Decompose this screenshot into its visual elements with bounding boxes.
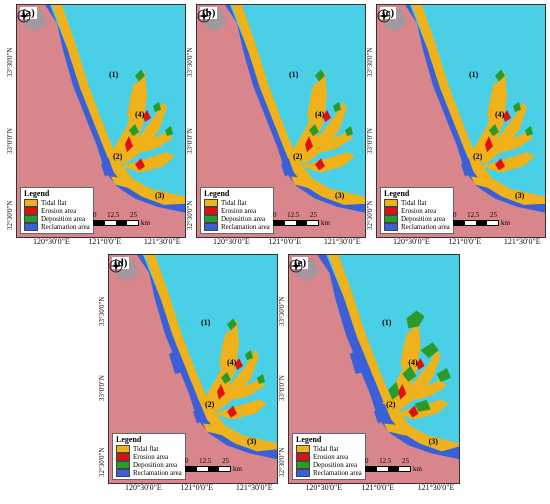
map-legend: Legend Tidal flat Erosion area Depositio… (380, 187, 454, 234)
y-tick-label: 33°0'0"N (186, 127, 194, 154)
y-tick-label: 32°30'0"N (6, 200, 14, 231)
map-legend: Legend Tidal flat Erosion area Depositio… (292, 433, 366, 480)
subarea-label-3: (3) (335, 190, 345, 200)
legend-item-erosion: Erosion area (384, 207, 450, 215)
legend-item-deposition: Deposition area (204, 215, 270, 223)
subarea-label-3: (3) (247, 437, 257, 447)
x-tick-label: 121°0'0"E (180, 483, 214, 492)
legend-item-tidal-flat: Tidal flat (384, 199, 450, 207)
map-frame: (b) (1) (2) (3) (4) Legend Tidal flat Er… (196, 4, 366, 238)
legend-item-tidal-flat: Tidal flat (24, 199, 90, 207)
map-legend: Legend Tidal flat Erosion area Depositio… (200, 187, 274, 234)
y-tick-label: 33°30'0"N (98, 296, 106, 327)
x-tick-label: 121°30'0"E (323, 237, 361, 246)
legend-item-deposition: Deposition area (384, 215, 450, 223)
x-tick-label: 121°30'0"E (503, 237, 541, 246)
legend-item-deposition: Deposition area (296, 461, 362, 469)
map-frame: (e) (1) (2) (3) (4) Legend Tidal flat Er… (288, 254, 460, 484)
x-tick-label: 121°0'0"E (448, 237, 482, 246)
x-tick-label: 120°30'0"E (32, 237, 70, 246)
subarea-label-4: (4) (315, 109, 325, 119)
subarea-label-1: (1) (109, 69, 119, 79)
subarea-label-4: (4) (495, 109, 505, 119)
x-tick-label: 121°30'0"E (417, 483, 455, 492)
y-tick-label: 32°30'0"N (98, 447, 106, 477)
subarea-label-4: (4) (408, 358, 418, 368)
x-tick-label: 120°30'0"E (392, 237, 430, 246)
scale-bar: 0 12.5 25 km (93, 211, 150, 227)
x-tick-label: 120°30'0"E (305, 483, 343, 492)
x-tick-label: 121°30'0"E (143, 237, 181, 246)
map-frame: (a) (1) (2) (3) (4) Legend Tidal flat Er… (16, 4, 186, 238)
subarea-label-3: (3) (155, 190, 165, 200)
legend-title: Legend (24, 189, 50, 198)
x-tick-label: 121°30'0"E (235, 483, 273, 492)
map-frame: (d) (1) (2) (3) (4) Legend Tidal flat Er… (108, 254, 278, 484)
x-tick-label: 121°0'0"E (88, 237, 122, 246)
x-tick-label: 120°30'0"E (124, 483, 162, 492)
legend-item-reclamation: Reclamation area (116, 469, 182, 477)
y-tick-label: 33°30'0"N (186, 47, 194, 78)
scale-bar: 0 12.5 25 km (185, 457, 242, 473)
legend-item-erosion: Erosion area (24, 207, 90, 215)
scale-bar: 0 12.5 25 km (365, 457, 422, 473)
subarea-label-2: (2) (205, 399, 215, 409)
x-tick-label: 121°0'0"E (268, 237, 302, 246)
subarea-label-4: (4) (135, 109, 145, 119)
subarea-label-1: (1) (201, 318, 211, 328)
legend-item-tidal-flat: Tidal flat (296, 445, 362, 453)
subarea-label-1: (1) (382, 318, 392, 328)
map-frame: (c) (1) (2) (3) (4) Legend Tidal flat Er… (376, 4, 546, 238)
y-tick-label: 32°30'0"N (278, 447, 286, 477)
legend-title: Legend (384, 189, 410, 198)
legend-item-erosion: Erosion area (296, 453, 362, 461)
legend-item-deposition: Deposition area (116, 461, 182, 469)
y-tick-label: 33°30'0"N (366, 47, 374, 78)
north-arrow-compass-icon (17, 9, 31, 23)
legend-item-tidal-flat: Tidal flat (116, 445, 182, 453)
y-tick-label: 32°30'0"N (186, 200, 194, 231)
north-arrow-compass-icon (109, 259, 123, 273)
subarea-label-1: (1) (469, 69, 479, 79)
map-image (377, 5, 545, 237)
x-tick-label: 120°30'0"E (212, 237, 250, 246)
north-arrow-compass-icon (197, 9, 211, 23)
y-tick-label: 33°0'0"N (98, 375, 106, 402)
legend-item-deposition: Deposition area (24, 215, 90, 223)
subarea-label-4: (4) (227, 358, 237, 368)
legend-item-reclamation: Reclamation area (204, 223, 270, 231)
legend-title: Legend (296, 435, 322, 444)
y-tick-label: 33°0'0"N (366, 127, 374, 154)
legend-item-erosion: Erosion area (116, 453, 182, 461)
map-legend: Legend Tidal flat Erosion area Depositio… (112, 433, 186, 480)
map-image (197, 5, 365, 237)
subarea-label-3: (3) (515, 190, 525, 200)
subarea-label-3: (3) (428, 437, 438, 447)
map-image (109, 255, 277, 483)
north-arrow-compass-icon (289, 259, 303, 273)
legend-title: Legend (116, 435, 142, 444)
legend-item-reclamation: Reclamation area (296, 469, 362, 477)
legend-item-erosion: Erosion area (204, 207, 270, 215)
map-image (289, 255, 459, 483)
subarea-label-1: (1) (289, 69, 299, 79)
scale-bar: 0 12.5 25 km (453, 211, 510, 227)
x-tick-label: 121°0'0"E (361, 483, 395, 492)
subarea-label-2: (2) (113, 152, 123, 162)
y-tick-label: 32°30'0"N (366, 200, 374, 231)
y-tick-label: 33°30'0"N (278, 296, 286, 327)
legend-item-tidal-flat: Tidal flat (204, 199, 270, 207)
legend-title: Legend (204, 189, 230, 198)
subarea-label-2: (2) (386, 399, 396, 409)
subarea-label-2: (2) (473, 152, 483, 162)
north-arrow-compass-icon (377, 9, 391, 23)
y-tick-label: 33°0'0"N (6, 127, 14, 154)
legend-item-reclamation: Reclamation area (24, 223, 90, 231)
legend-item-reclamation: Reclamation area (384, 223, 450, 231)
scale-bar: 0 12.5 25 km (273, 211, 330, 227)
y-tick-label: 33°0'0"N (278, 375, 286, 402)
y-tick-label: 33°30'0"N (6, 47, 14, 78)
subarea-label-2: (2) (293, 152, 303, 162)
map-legend: Legend Tidal flat Erosion area Depositio… (20, 187, 94, 234)
